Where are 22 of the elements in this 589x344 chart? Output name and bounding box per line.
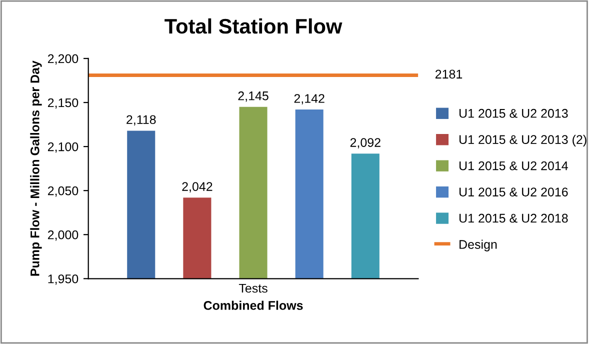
chart-title: Total Station Flow [164,18,342,34]
y-tick-label: 2,000 [48,230,78,241]
data-label: 2,042 [182,182,212,192]
y-tick-label: 2,150 [48,98,78,109]
y-tick-label: 2,100 [48,142,78,153]
y-axis-title: Pump Flow - Million Gallons per Day [30,60,42,276]
legend-label: U1 2015 & U2 2013 [460,108,568,118]
legend-label: U1 2015 & U2 2014 [460,161,568,170]
legend-label: U1 2015 & U2 2013 (2) [460,134,586,146]
y-tick-label: 2,050 [48,186,78,197]
data-label: 2,118 [126,115,156,126]
y-tick-label: 1,950 [48,274,78,285]
data-label: 2,092 [350,138,380,148]
legend-label: U1 2015 & U2 2018 [460,214,568,223]
legend-label: U1 2015 & U2 2016 [460,188,568,196]
x-tick-label: Tests [238,284,268,293]
x-axis-title: Combined Flows [204,300,303,310]
data-label: 2,142 [294,94,324,104]
y-tick-label: 2,200 [48,54,78,65]
data-label: 2,145 [238,91,268,102]
legend-label: Design [460,240,497,252]
text: 2181 [435,70,462,79]
